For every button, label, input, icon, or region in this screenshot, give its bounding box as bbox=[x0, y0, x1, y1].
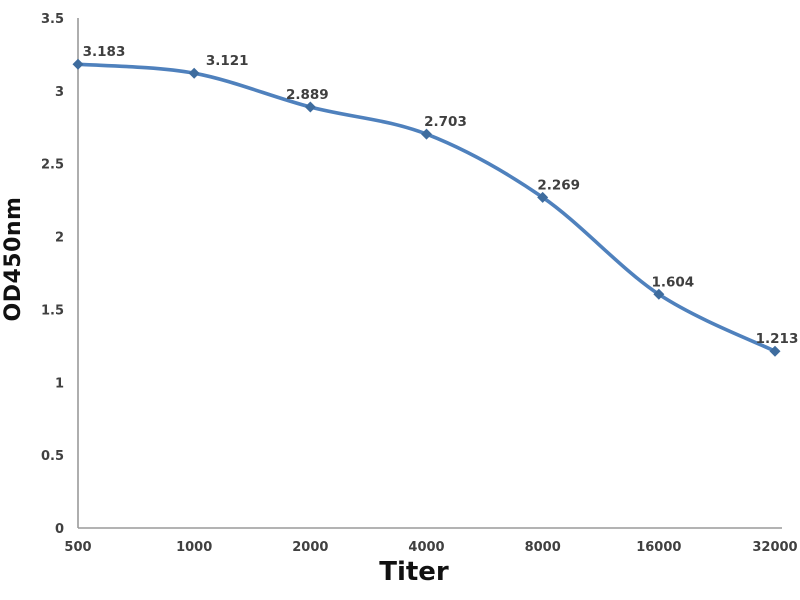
x-tick-label: 500 bbox=[64, 540, 91, 555]
data-point-marker bbox=[769, 345, 781, 357]
data-point-marker bbox=[304, 101, 316, 113]
x-tick-label: 4000 bbox=[408, 540, 444, 555]
data-point-marker bbox=[72, 58, 84, 70]
data-point-marker bbox=[653, 288, 665, 300]
y-tick-label: 3 bbox=[55, 85, 64, 100]
data-point-label: 1.213 bbox=[756, 331, 799, 347]
x-tick-label: 16000 bbox=[636, 540, 681, 555]
x-tick-label: 1000 bbox=[176, 540, 212, 555]
data-point-marker bbox=[421, 128, 432, 140]
y-tick-label: 0 bbox=[55, 522, 64, 537]
data-point-label: 1.604 bbox=[651, 274, 694, 290]
data-point-marker bbox=[188, 67, 200, 79]
x-axis-title: Titer bbox=[379, 557, 449, 587]
x-tick-label: 8000 bbox=[525, 540, 561, 555]
series-line bbox=[76, 62, 777, 353]
y-tick-label: 0.5 bbox=[41, 449, 64, 464]
y-tick-label: 1 bbox=[55, 376, 64, 391]
x-tick-label: 2000 bbox=[292, 540, 328, 555]
data-point-marker bbox=[537, 191, 549, 203]
data-point-label: 2.269 bbox=[537, 177, 580, 193]
x-tick-label: 32000 bbox=[752, 540, 797, 555]
data-point-label: 3.183 bbox=[83, 44, 126, 60]
data-point-label: 2.703 bbox=[424, 114, 467, 130]
y-axis-title: OD450nm bbox=[1, 196, 26, 322]
y-tick-label: 3.5 bbox=[41, 12, 64, 27]
y-tick-label: 2.5 bbox=[41, 158, 64, 173]
data-point-label: 3.121 bbox=[206, 53, 249, 69]
y-tick-label: 1.5 bbox=[41, 303, 64, 318]
data-point-label: 2.889 bbox=[286, 87, 329, 103]
y-tick-label: 2 bbox=[55, 231, 64, 246]
